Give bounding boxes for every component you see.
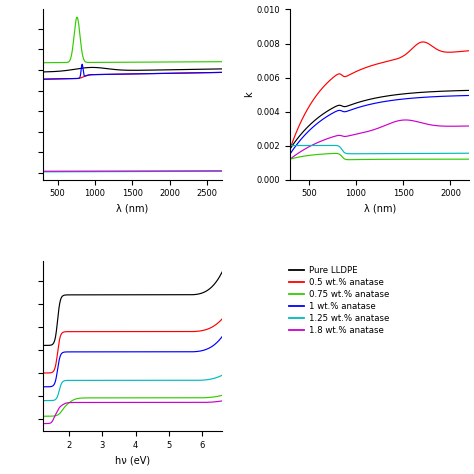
X-axis label: λ (nm): λ (nm) <box>364 204 396 214</box>
Legend: Pure LLDPE, 0.5 wt.% anatase, 0.75 wt.% anatase, 1 wt.% anatase, 1.25 wt.% anata: Pure LLDPE, 0.5 wt.% anatase, 0.75 wt.% … <box>285 262 392 338</box>
X-axis label: hν (eV): hν (eV) <box>115 456 150 465</box>
Y-axis label: k: k <box>244 92 254 97</box>
X-axis label: λ (nm): λ (nm) <box>116 204 148 214</box>
